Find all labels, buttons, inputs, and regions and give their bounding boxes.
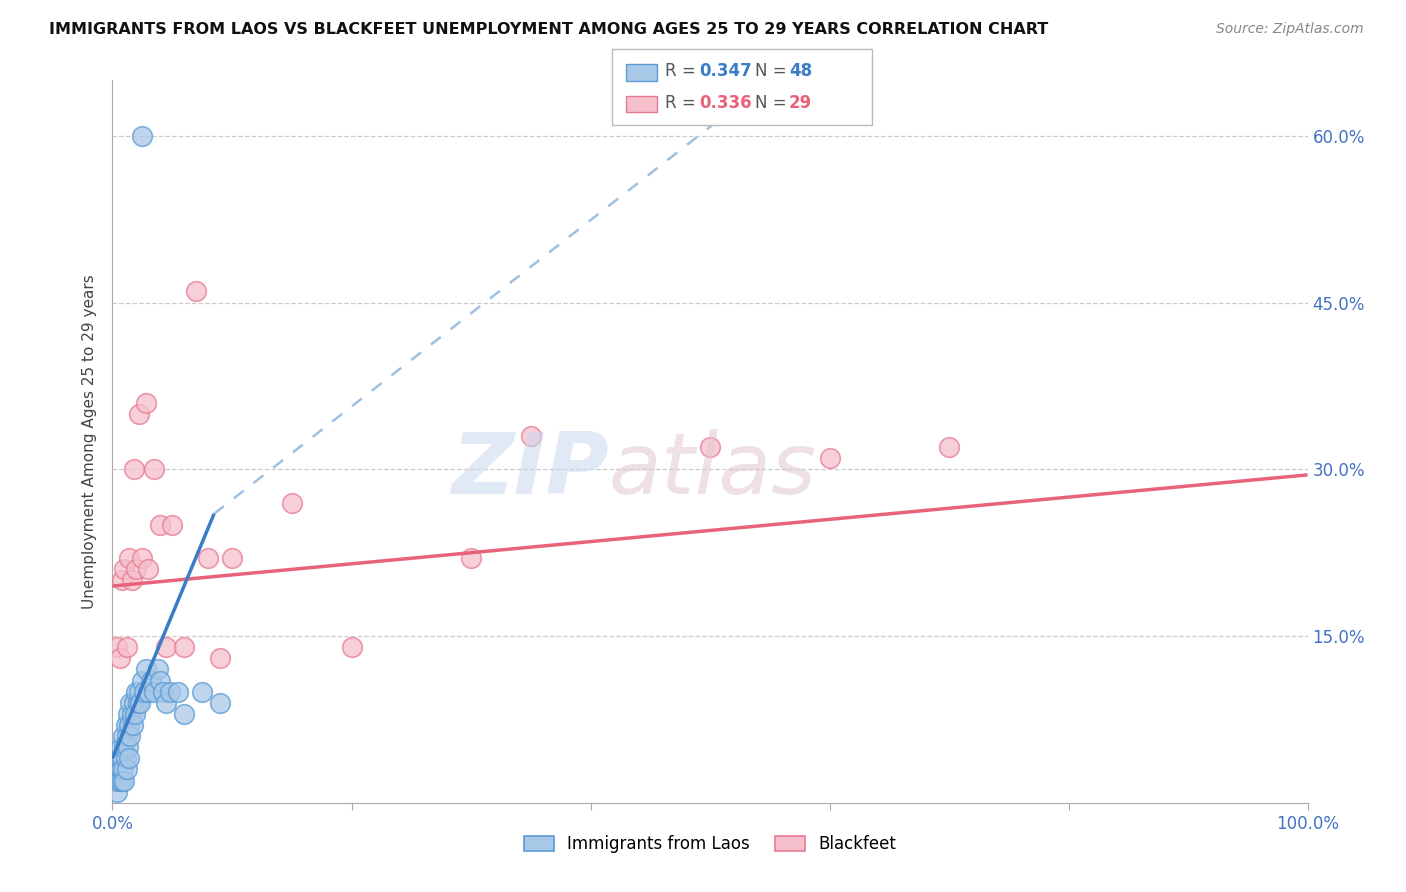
Point bbox=[114, 562, 135, 576]
Text: 0.336: 0.336 bbox=[699, 94, 751, 112]
Point bbox=[120, 696, 142, 710]
Point bbox=[143, 684, 166, 698]
Point bbox=[340, 640, 363, 655]
Point bbox=[152, 684, 174, 698]
Point bbox=[105, 640, 128, 655]
Point bbox=[121, 574, 143, 588]
Point bbox=[131, 128, 153, 143]
Point bbox=[139, 673, 162, 688]
Point bbox=[131, 551, 153, 566]
Point bbox=[114, 740, 135, 755]
Point bbox=[122, 462, 145, 476]
Point bbox=[173, 640, 195, 655]
Point bbox=[115, 763, 138, 777]
Text: N =: N = bbox=[755, 94, 792, 112]
Text: ZIP: ZIP bbox=[451, 429, 609, 512]
Point bbox=[520, 429, 543, 443]
Point bbox=[155, 696, 177, 710]
Point bbox=[129, 696, 152, 710]
Point bbox=[111, 773, 134, 788]
Point bbox=[117, 706, 139, 721]
Point bbox=[122, 696, 145, 710]
Point bbox=[121, 706, 143, 721]
Point bbox=[132, 684, 155, 698]
Point bbox=[128, 684, 150, 698]
Point bbox=[112, 729, 135, 743]
Point bbox=[143, 462, 166, 476]
Point bbox=[108, 651, 131, 665]
Point bbox=[135, 395, 157, 409]
Point bbox=[128, 407, 150, 421]
Text: atlas: atlas bbox=[609, 429, 817, 512]
Point bbox=[127, 696, 149, 710]
Legend: Immigrants from Laos, Blackfeet: Immigrants from Laos, Blackfeet bbox=[517, 828, 903, 860]
Point bbox=[114, 718, 136, 732]
Point bbox=[107, 773, 129, 788]
Point bbox=[460, 551, 482, 566]
Point bbox=[117, 740, 139, 755]
Point bbox=[124, 706, 146, 721]
Point bbox=[125, 562, 148, 576]
Point bbox=[138, 562, 160, 576]
Point bbox=[209, 696, 232, 710]
Point bbox=[281, 496, 304, 510]
Point bbox=[111, 751, 134, 765]
Point bbox=[186, 285, 208, 299]
Point bbox=[115, 729, 138, 743]
Point bbox=[173, 706, 195, 721]
Point bbox=[125, 684, 148, 698]
Point bbox=[197, 551, 219, 566]
Text: 0.347: 0.347 bbox=[699, 62, 752, 80]
Point bbox=[111, 574, 134, 588]
Point bbox=[149, 673, 172, 688]
Point bbox=[167, 684, 190, 698]
Point bbox=[138, 684, 160, 698]
Text: 29: 29 bbox=[789, 94, 813, 112]
Point bbox=[108, 751, 131, 765]
Point bbox=[209, 651, 232, 665]
Point bbox=[121, 718, 143, 732]
Point bbox=[120, 729, 142, 743]
Text: Source: ZipAtlas.com: Source: ZipAtlas.com bbox=[1216, 22, 1364, 37]
Point bbox=[135, 662, 157, 676]
Point bbox=[114, 751, 136, 765]
Point bbox=[699, 440, 721, 454]
Text: R =: R = bbox=[665, 94, 702, 112]
Text: N =: N = bbox=[755, 62, 792, 80]
Point bbox=[155, 640, 177, 655]
Point bbox=[112, 763, 135, 777]
Point bbox=[110, 763, 132, 777]
Point bbox=[114, 773, 135, 788]
Point bbox=[159, 684, 181, 698]
Text: IMMIGRANTS FROM LAOS VS BLACKFEET UNEMPLOYMENT AMONG AGES 25 TO 29 YEARS CORRELA: IMMIGRANTS FROM LAOS VS BLACKFEET UNEMPL… bbox=[49, 22, 1049, 37]
Point bbox=[162, 517, 183, 532]
Point bbox=[818, 451, 841, 466]
Text: R =: R = bbox=[665, 62, 702, 80]
Point bbox=[115, 640, 138, 655]
Point bbox=[105, 785, 128, 799]
Point bbox=[118, 718, 141, 732]
Point bbox=[108, 773, 131, 788]
Point bbox=[131, 673, 153, 688]
Point bbox=[149, 517, 172, 532]
Point bbox=[107, 763, 129, 777]
Point bbox=[118, 751, 141, 765]
Point bbox=[105, 773, 128, 788]
Y-axis label: Unemployment Among Ages 25 to 29 years: Unemployment Among Ages 25 to 29 years bbox=[82, 274, 97, 609]
Point bbox=[191, 684, 214, 698]
Point bbox=[938, 440, 960, 454]
Point bbox=[221, 551, 243, 566]
Point bbox=[110, 740, 132, 755]
Point bbox=[146, 662, 169, 676]
Point bbox=[118, 551, 141, 566]
Text: 48: 48 bbox=[789, 62, 811, 80]
